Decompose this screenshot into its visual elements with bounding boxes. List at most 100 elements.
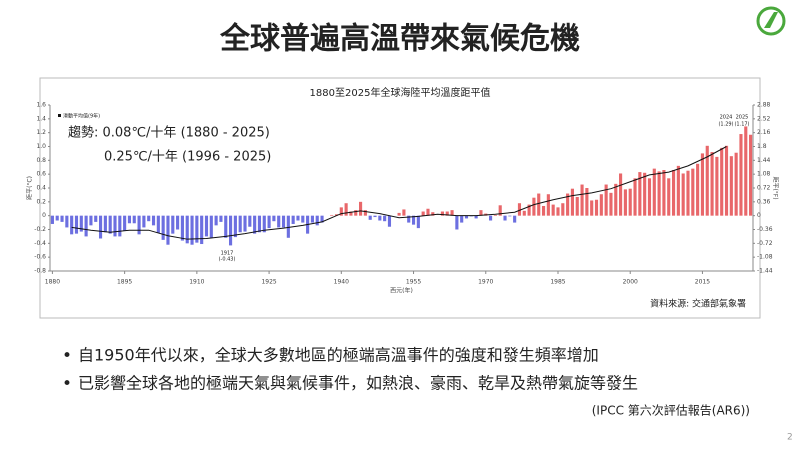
bar (301, 215, 305, 223)
bar (296, 215, 300, 221)
bullet: 自1950年代以來，全球大多數地區的極端高溫事件的強度和發生頻率增加 (78, 346, 599, 365)
bar (344, 203, 348, 216)
bar (566, 193, 570, 216)
bar (195, 215, 199, 243)
bar (686, 170, 690, 216)
bar (339, 207, 343, 216)
y2-tick-label: 1.44 (757, 157, 771, 164)
bar (498, 205, 502, 216)
bar (599, 194, 603, 216)
bar (416, 215, 420, 229)
bar (667, 178, 671, 216)
bullet-dot: • (62, 346, 72, 366)
x-tick-label: 1940 (334, 279, 349, 286)
y-tick-label: -0.8 (34, 268, 46, 275)
bar (363, 210, 367, 216)
y2-tick-label: 2.52 (757, 115, 771, 122)
source: 資料來源: 交通部氣象署 (650, 298, 746, 310)
bar (522, 210, 526, 216)
bar (315, 215, 319, 226)
bar (185, 215, 189, 244)
y-tick-label: 1.4 (36, 115, 46, 122)
bar (440, 211, 444, 216)
bar (609, 192, 613, 216)
bar (426, 208, 430, 216)
bar (647, 178, 652, 216)
bar (551, 204, 555, 216)
y-tick-label: 0.4 (36, 185, 46, 192)
bar (460, 215, 464, 223)
chart-frame (39, 77, 761, 319)
bar (219, 215, 223, 222)
bar (590, 200, 594, 216)
y2-axis-label: 距平(°F) (772, 176, 779, 199)
bar (700, 153, 705, 216)
bar (537, 193, 541, 216)
bar (464, 215, 469, 219)
bar (474, 215, 478, 219)
bar (383, 215, 387, 222)
bar (633, 178, 637, 216)
x-tick-label: 1985 (550, 279, 565, 286)
bar (508, 215, 512, 217)
bar (354, 210, 358, 216)
x-tick-label: 1895 (117, 279, 132, 286)
bar (710, 152, 714, 216)
bar (132, 215, 136, 224)
bar (652, 168, 656, 216)
bar (503, 215, 507, 221)
bar (556, 207, 560, 216)
bar (729, 156, 733, 216)
bar (291, 215, 295, 224)
bar (628, 188, 632, 216)
bar (233, 215, 237, 238)
bar (238, 215, 242, 233)
bar (744, 126, 748, 216)
bar (546, 194, 550, 216)
bar (127, 215, 132, 224)
bar (513, 215, 517, 223)
bar (214, 215, 218, 226)
bar (734, 152, 738, 216)
y2-tick-label: 0.36 (757, 198, 771, 205)
bar (421, 211, 425, 216)
bar (349, 211, 353, 216)
y-tick-label: -0.2 (34, 226, 46, 233)
bar (691, 168, 695, 216)
bar (50, 215, 54, 224)
reference: (IPCC 第六次評估報告(AR6)) (592, 403, 750, 418)
trend: 趨勢: 0.08℃/十年 (1880 - 2025) (68, 126, 270, 141)
bar (89, 215, 93, 226)
bar (387, 215, 392, 227)
bar (103, 215, 107, 233)
bar (594, 199, 599, 216)
y2-tick-label: -0.72 (757, 240, 773, 247)
bar (489, 215, 493, 221)
bar (407, 215, 411, 223)
bar (118, 215, 122, 237)
bar (147, 215, 151, 222)
bar (517, 203, 522, 216)
y-tick-label: 1.2 (36, 129, 46, 136)
bar (541, 205, 546, 216)
bar (281, 215, 286, 228)
bar (156, 215, 160, 233)
bar (643, 172, 647, 216)
bar (320, 215, 324, 223)
y2-tick-label: 0 (757, 212, 761, 219)
y2-tick-label: 2.88 (757, 102, 771, 109)
bar (450, 210, 454, 216)
bar (166, 215, 170, 245)
y-tick-label: 1.6 (36, 102, 46, 109)
annotation: 2024 (720, 115, 733, 121)
bar (455, 215, 459, 230)
bar (151, 215, 156, 226)
bar (55, 215, 59, 221)
bar (614, 183, 618, 216)
legend-label: 滑動平均值(9年) (63, 113, 100, 120)
bar (267, 215, 271, 229)
bar (253, 215, 257, 234)
bar (79, 215, 83, 232)
bar (262, 215, 266, 233)
bar (286, 215, 290, 238)
